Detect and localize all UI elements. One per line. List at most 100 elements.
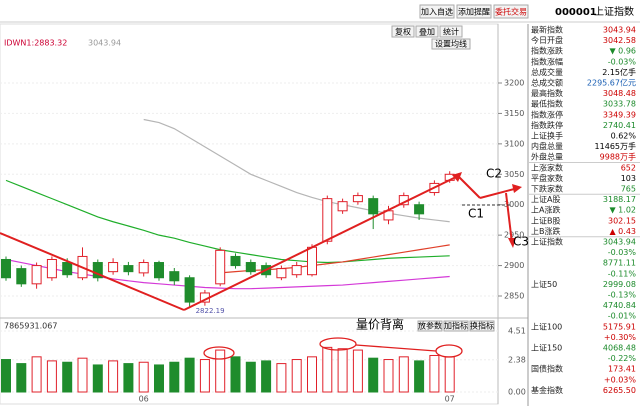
quote-value: 4068.48 xyxy=(603,344,636,353)
candle-body xyxy=(184,277,195,303)
quote-label: 外盘总量 xyxy=(531,152,563,162)
quote-value: 5175.91 xyxy=(603,322,636,331)
y-tick-label: 2900 xyxy=(504,261,524,270)
quote-label: 上证50 xyxy=(531,280,557,289)
candle-body xyxy=(245,262,256,273)
volume-bar xyxy=(230,356,241,393)
y-tick-label: 2850 xyxy=(504,292,524,301)
button[interactable] xyxy=(419,4,455,19)
quote-value: 3033.78 xyxy=(603,100,636,109)
volume-bar xyxy=(307,356,317,393)
tool-label[interactable]: 叠加 xyxy=(419,27,435,37)
quote-label: 基金指数 xyxy=(531,385,563,395)
candle-body xyxy=(46,258,57,279)
quote-value: +0.03% xyxy=(604,375,637,384)
quote-value: 103 xyxy=(621,174,636,183)
volume-bar xyxy=(92,364,103,393)
button[interactable] xyxy=(456,4,492,19)
candle-body xyxy=(368,198,379,215)
quote-value: -0.22% xyxy=(608,354,637,363)
volume-bar xyxy=(368,357,379,393)
quote-label: 下跌家数 xyxy=(531,184,563,194)
tool-button[interactable] xyxy=(439,25,463,38)
candle-body xyxy=(62,262,73,276)
quote-value: 9988万手 xyxy=(600,152,636,162)
quote-value: 3042.58 xyxy=(603,36,636,45)
arrow xyxy=(512,184,522,193)
tool-button[interactable] xyxy=(415,25,439,38)
candle-body xyxy=(337,201,348,212)
trend-line xyxy=(355,344,437,352)
volume-bar xyxy=(444,356,455,393)
quote-label: 上证100 xyxy=(531,322,562,331)
vol-button-label[interactable]: 加指标 xyxy=(444,321,468,331)
ma-line xyxy=(143,118,450,223)
candle-body xyxy=(322,198,333,242)
volume-bar xyxy=(108,360,119,393)
quote-label: 总成交额 xyxy=(531,78,563,88)
volume-bar xyxy=(46,360,57,393)
volume-bar xyxy=(62,361,73,393)
quote-value: -0.13% xyxy=(608,291,637,300)
vol-button[interactable] xyxy=(469,320,495,332)
candle-body xyxy=(230,255,241,267)
candle-body xyxy=(276,268,287,279)
vol-button-label[interactable]: 放参数 xyxy=(418,321,442,331)
y-tick-label: 3100 xyxy=(504,139,524,148)
vol-button-label[interactable]: 换指标 xyxy=(470,321,494,331)
quote-value: 3043.94 xyxy=(603,238,636,247)
candle-body xyxy=(215,249,226,285)
quote-value: 3043.94 xyxy=(603,26,636,35)
quote-label: 上A涨跌 xyxy=(531,205,560,215)
y-tick-label: 3150 xyxy=(504,109,524,118)
quote-label: 上证A股 xyxy=(531,195,560,204)
volume-bar xyxy=(245,361,256,393)
quote-label: 上涨家数 xyxy=(531,162,563,172)
quote-value: 765 xyxy=(621,185,636,194)
quote-value: 2295.67亿元 xyxy=(587,78,636,88)
ma-button[interactable] xyxy=(431,38,471,50)
stock-name: 上证指数 xyxy=(594,5,634,18)
ma-label[interactable]: 设置均线 xyxy=(435,39,467,49)
quote-value: 3048.48 xyxy=(603,89,636,98)
candle-body xyxy=(307,246,317,276)
vol-button[interactable] xyxy=(417,320,443,332)
volume-bar xyxy=(169,361,180,393)
quote-value: -0.01% xyxy=(608,312,637,321)
volume-bar xyxy=(291,359,302,393)
quote-value: 8771.11 xyxy=(603,259,636,268)
button[interactable] xyxy=(493,4,529,19)
tool-label[interactable]: 复权 xyxy=(395,27,411,37)
button-label[interactable]: 委托交易 xyxy=(495,7,527,17)
y-tick-label: 3050 xyxy=(504,170,524,179)
tool-label[interactable]: 统计 xyxy=(443,27,459,37)
volume-bar xyxy=(31,356,42,393)
ma-line xyxy=(220,244,450,274)
volume-bar xyxy=(398,356,409,393)
y-tick-label: 3000 xyxy=(504,200,524,209)
quote-value: 4740.84 xyxy=(603,301,636,310)
quote-value: +0.30% xyxy=(604,333,637,342)
quote-label: 上证B股 xyxy=(531,216,561,225)
volume-bar xyxy=(138,361,149,393)
annotation: C2 xyxy=(486,167,502,181)
quote-label: 指数涨停 xyxy=(531,109,563,119)
button-label[interactable]: 加入自选 xyxy=(421,7,453,17)
volume-bar xyxy=(77,357,88,393)
trend-line xyxy=(183,175,459,311)
candle-body xyxy=(352,195,363,203)
vol-button[interactable] xyxy=(443,320,469,332)
tool-button[interactable] xyxy=(391,25,415,38)
low-label: 2822.19 xyxy=(196,307,225,315)
quote-value: 652 xyxy=(621,163,636,172)
vol-tick-label: 2.38 xyxy=(508,355,526,364)
quote-value: 2.15亿手 xyxy=(602,67,636,77)
button-label[interactable]: 添加提醒 xyxy=(458,7,490,17)
y-tick-label: 2950 xyxy=(504,231,524,240)
candle-body xyxy=(138,262,149,274)
arrow xyxy=(452,172,462,182)
volume-bar xyxy=(184,357,195,393)
quote-value: 173.41 xyxy=(608,365,636,374)
